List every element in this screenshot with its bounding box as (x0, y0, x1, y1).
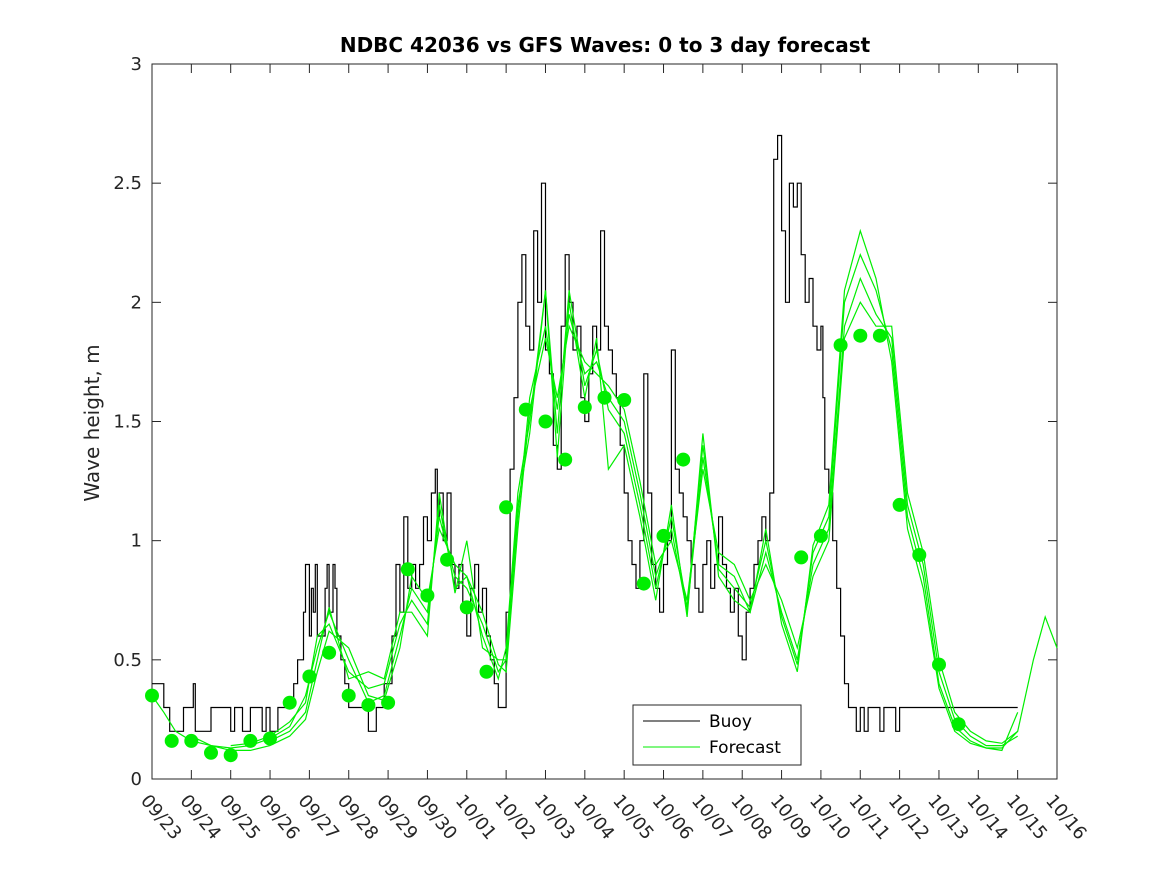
y-tick-label: 2.5 (113, 173, 142, 194)
forecast-line-run1 (151, 301, 1058, 751)
forecast-marker (459, 600, 474, 615)
forecast-marker (932, 657, 946, 672)
forecast-marker (499, 500, 514, 515)
forecast-marker (676, 452, 691, 467)
forecast-marker (518, 402, 533, 417)
forecast-marker (813, 528, 828, 543)
forecast-marker (558, 452, 573, 467)
forecast-marker (381, 695, 396, 710)
forecast-marker (341, 688, 356, 703)
forecast-marker (951, 717, 966, 732)
legend-forecast-label: Forecast (709, 738, 781, 758)
forecast-marker (440, 552, 455, 567)
y-tick-label: 1 (131, 531, 142, 552)
forecast-marker (145, 688, 159, 703)
forecast-marker (263, 731, 277, 746)
forecast-marker (204, 745, 218, 760)
forecast-marker (872, 328, 887, 343)
y-axis-label: Wave height, m (80, 344, 104, 501)
forecast-marker (322, 645, 337, 660)
forecast-marker (282, 695, 297, 710)
forecast-marker (794, 550, 809, 565)
forecast-marker (636, 576, 651, 591)
y-tick-label: 3 (131, 54, 142, 75)
forecast-marker (184, 733, 199, 748)
forecast-marker (164, 733, 179, 748)
forecast-marker (538, 414, 553, 429)
forecast-marker (912, 548, 927, 562)
forecast-marker (479, 664, 494, 679)
forecast-marker (617, 393, 632, 407)
chart-title: NDBC 42036 vs GFS Waves: 0 to 3 day fore… (340, 33, 871, 57)
y-tick-label: 2 (131, 292, 142, 313)
legend: Buoy Forecast (632, 704, 802, 766)
forecast-marker (361, 698, 376, 713)
forecast-marker (400, 562, 415, 577)
y-tick-label: 1.5 (113, 412, 142, 433)
forecast-marker (853, 328, 868, 343)
forecast-marker (223, 748, 238, 763)
forecast-marker (243, 733, 258, 748)
forecast-line-run3 (230, 253, 1019, 749)
y-tick-label: 0.5 (113, 650, 142, 671)
buoy-line (152, 134, 1018, 732)
legend-buoy-label: Buoy (709, 712, 752, 732)
forecast-line-run2 (191, 276, 1019, 749)
forecast-marker (420, 588, 435, 603)
forecast-marker (892, 497, 907, 512)
legend-box (632, 704, 802, 766)
y-tick-label: 0 (131, 769, 142, 790)
forecast-marker (302, 669, 317, 684)
forecast-marker (597, 390, 612, 405)
forecast-marker (656, 528, 671, 543)
forecast-marker (833, 338, 848, 353)
forecast-marker (577, 400, 592, 415)
